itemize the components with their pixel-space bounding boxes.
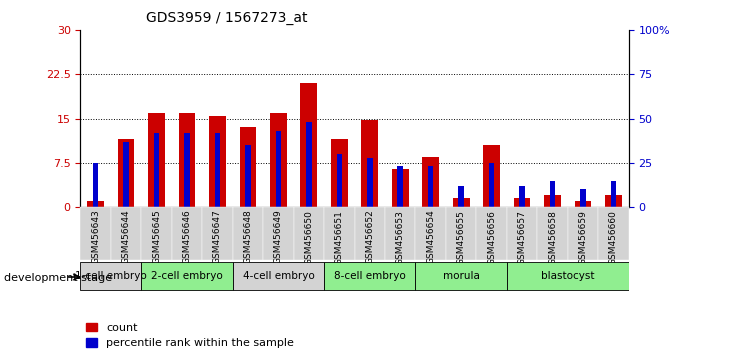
Text: GSM456645: GSM456645 [152,210,161,264]
Text: development stage: development stage [4,273,112,283]
Text: GSM456649: GSM456649 [274,210,283,264]
Bar [111,207,141,260]
Bar [507,207,537,260]
Text: GSM456657: GSM456657 [518,210,526,265]
Bar [392,169,409,207]
Text: GSM456644: GSM456644 [121,210,131,264]
Bar [331,139,348,207]
Bar [568,207,598,260]
Bar [184,133,190,207]
Bar [452,198,469,207]
Bar [148,113,165,207]
Text: GSM456643: GSM456643 [91,210,100,264]
Bar [154,133,159,207]
Bar [270,113,287,207]
Text: blastocyst: blastocyst [541,271,594,281]
Legend: count, percentile rank within the sample: count, percentile rank within the sample [86,322,294,348]
Bar [489,163,494,207]
Bar [232,207,263,260]
Bar [93,163,99,207]
Text: 4-cell embryo: 4-cell embryo [243,271,314,281]
Bar [245,145,251,207]
Bar [514,198,531,207]
Text: GSM456647: GSM456647 [213,210,222,264]
Text: 8-cell embryo: 8-cell embryo [334,271,406,281]
Bar [398,166,403,207]
Bar [178,113,195,207]
Bar [215,133,220,207]
Bar [240,127,257,207]
Text: GSM456650: GSM456650 [304,210,314,265]
Text: GDS3959 / 1567273_at: GDS3959 / 1567273_at [146,11,308,25]
Text: GSM456658: GSM456658 [548,210,557,265]
Bar [605,195,622,207]
Bar [428,166,433,207]
Bar [580,189,586,207]
Text: GSM456648: GSM456648 [243,210,252,264]
Bar [202,207,232,260]
Text: GSM456660: GSM456660 [609,210,618,265]
Bar [361,120,378,207]
Bar [519,186,525,207]
Bar [263,207,294,260]
Bar [80,262,141,290]
Bar [141,207,172,260]
Bar [423,157,439,207]
Bar [324,207,355,260]
Bar [477,207,507,260]
Bar [172,207,202,260]
Bar [415,262,507,290]
Text: GSM456655: GSM456655 [457,210,466,265]
Bar [610,181,616,207]
Text: morula: morula [443,271,480,281]
Bar [118,139,135,207]
Bar [141,262,232,290]
Text: 2-cell embryo: 2-cell embryo [151,271,223,281]
Bar [80,207,111,260]
Text: 1-cell embryo: 1-cell embryo [75,271,147,281]
Bar [124,142,129,207]
Bar [598,207,629,260]
Bar [336,154,342,207]
Bar [209,116,226,207]
Bar [550,181,556,207]
Text: GSM456654: GSM456654 [426,210,435,264]
Bar [483,145,500,207]
Bar [544,195,561,207]
Bar [415,207,446,260]
Bar [87,201,104,207]
Text: GSM456659: GSM456659 [578,210,588,265]
Text: GSM456652: GSM456652 [366,210,374,264]
Bar [367,158,373,207]
Bar [575,201,591,207]
Bar [458,186,464,207]
Bar [507,262,629,290]
Text: GSM456656: GSM456656 [487,210,496,265]
Bar [324,262,415,290]
Bar [355,207,385,260]
Bar [446,207,477,260]
Bar [232,262,324,290]
Bar [294,207,324,260]
Bar [537,207,568,260]
Text: GSM456653: GSM456653 [395,210,405,265]
Bar [300,83,317,207]
Bar [306,122,311,207]
Bar [385,207,415,260]
Bar [276,131,281,207]
Text: GSM456646: GSM456646 [183,210,192,264]
Text: GSM456651: GSM456651 [335,210,344,265]
